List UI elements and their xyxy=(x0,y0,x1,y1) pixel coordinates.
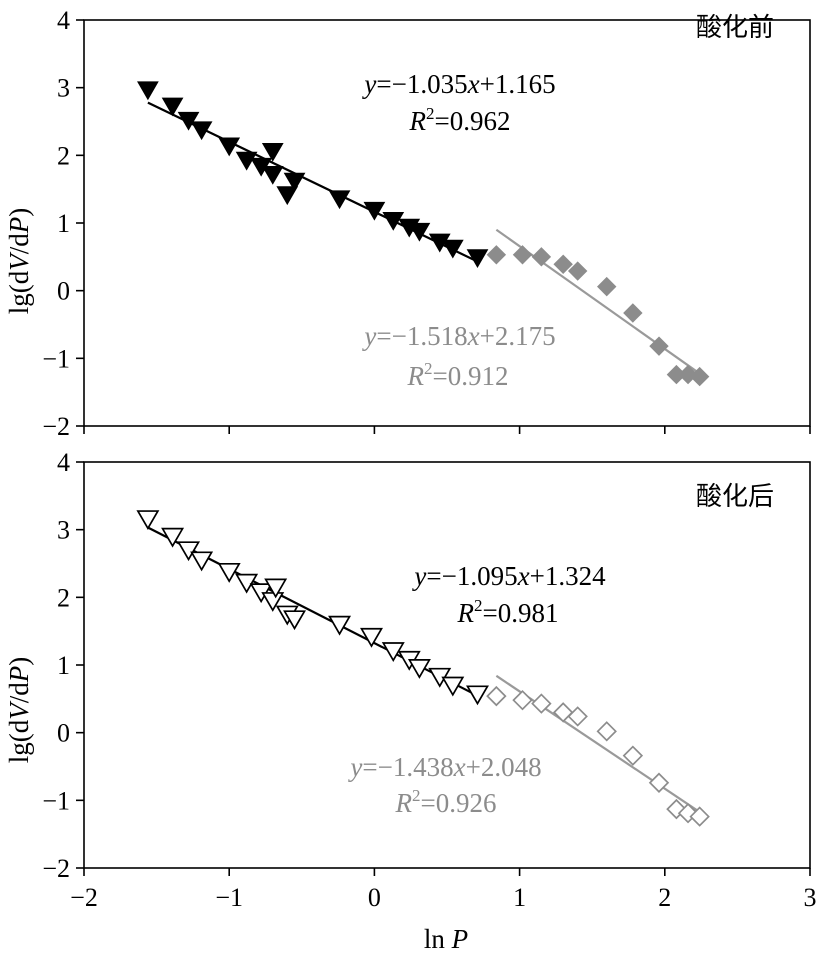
x-tick-label: 3 xyxy=(804,883,817,912)
series-before-low-pressure xyxy=(137,81,489,269)
data-point-diamond xyxy=(623,303,643,323)
x-tick-label: 1 xyxy=(513,883,526,912)
data-point-diamond xyxy=(531,693,552,714)
data-point-triangle xyxy=(466,249,489,269)
equation-top-black: y=−1.035x+1.165 xyxy=(361,69,555,99)
r2-bottom-gray: R2=0.926 xyxy=(395,786,497,818)
panel-label-bottom: 酸化后 xyxy=(696,482,774,511)
data-point-triangle xyxy=(283,610,307,631)
y-tick-label: −2 xyxy=(42,412,70,441)
r2-top-black: R2=0.962 xyxy=(409,104,511,136)
y-tick-marks-bottom xyxy=(76,461,84,869)
data-point-triangle xyxy=(276,186,299,206)
data-point-diamond xyxy=(649,336,669,356)
y-tick-label: −1 xyxy=(42,786,70,815)
y-tick-label: 1 xyxy=(57,651,70,680)
y-tick-label: −2 xyxy=(42,854,70,883)
data-point-triangle xyxy=(161,527,185,548)
data-point-triangle xyxy=(363,201,386,221)
y-tick-label: 4 xyxy=(57,6,70,35)
data-point-triangle xyxy=(137,81,159,101)
data-point-triangle xyxy=(328,615,352,636)
y-tick-marks-top xyxy=(76,19,84,427)
y-tick-label: 3 xyxy=(57,516,70,545)
data-point-diamond xyxy=(512,689,533,711)
data-point-triangle xyxy=(218,137,241,157)
equation-bottom-gray: y=−1.438x+2.048 xyxy=(347,752,541,782)
data-point-triangle xyxy=(177,111,200,131)
x-tick-label: −2 xyxy=(70,883,98,912)
x-axis-label: ln P xyxy=(424,924,468,954)
data-point-triangle xyxy=(217,562,241,583)
series-before-high-pressure xyxy=(486,245,710,387)
y-tick-label: 3 xyxy=(57,74,70,103)
data-point-diamond xyxy=(597,276,617,297)
data-point-triangle xyxy=(261,142,284,162)
data-point-triangle xyxy=(190,551,214,572)
data-point-triangle xyxy=(408,222,431,242)
data-point-triangle xyxy=(407,659,431,679)
data-point-triangle xyxy=(264,578,288,599)
data-point-triangle xyxy=(177,541,201,562)
y-tick-label: 1 xyxy=(57,209,70,238)
data-point-triangle xyxy=(382,211,405,231)
equation-top-gray: y=−1.518x+2.175 xyxy=(361,321,555,351)
data-point-diamond xyxy=(596,721,617,742)
data-point-diamond xyxy=(553,254,573,274)
data-point-diamond xyxy=(552,702,574,723)
data-point-triangle xyxy=(136,510,160,531)
data-point-triangle xyxy=(441,239,464,259)
x-tick-label: 2 xyxy=(658,883,671,912)
y-tick-label: 2 xyxy=(57,583,70,612)
y-tick-label: 0 xyxy=(57,719,70,748)
series-after-high-pressure xyxy=(486,685,710,827)
data-point-diamond xyxy=(486,245,507,265)
x-tick-label: 0 xyxy=(368,883,381,912)
data-point-triangle xyxy=(161,97,184,117)
data-point-triangle xyxy=(190,121,213,141)
data-point-diamond xyxy=(622,745,644,766)
data-point-triangle xyxy=(441,676,465,697)
y-tick-label: 4 xyxy=(57,448,70,477)
data-point-diamond xyxy=(689,806,710,827)
y-tick-label: −1 xyxy=(42,344,70,373)
data-point-diamond xyxy=(531,247,552,267)
data-point-diamond xyxy=(689,366,710,387)
y-axis-label-bottom: lg(dV/dP) xyxy=(4,657,34,764)
equation-bottom-black: y=−1.095x+1.324 xyxy=(411,561,606,591)
r2-bottom-black: R2=0.981 xyxy=(457,596,559,628)
panel-label-top: 酸化前 xyxy=(696,13,774,42)
data-point-triangle xyxy=(360,627,383,648)
y-axis-label-top: lg(dV/dP) xyxy=(4,208,34,315)
data-point-diamond xyxy=(486,685,507,707)
y-tick-label: 0 xyxy=(57,277,70,306)
x-tick-marks-bottom xyxy=(83,868,811,876)
x-tick-labels: −2 −1 0 1 2 3 xyxy=(70,883,816,912)
data-point-diamond xyxy=(567,261,588,281)
data-point-triangle xyxy=(466,685,489,706)
y-tick-labels-bottom: 4 3 2 1 0 −1 −2 xyxy=(42,448,70,883)
x-tick-marks-top xyxy=(83,426,811,434)
data-point-triangle xyxy=(235,151,258,171)
data-point-diamond xyxy=(567,706,588,727)
r2-top-gray: R2=0.912 xyxy=(407,359,509,391)
data-point-diamond xyxy=(648,772,670,793)
x-tick-label: −1 xyxy=(215,883,243,912)
y-tick-labels-top: 4 3 2 1 0 −1 −2 xyxy=(42,6,70,441)
data-point-triangle xyxy=(261,165,284,185)
data-point-triangle xyxy=(283,172,306,192)
series-after-low-pressure xyxy=(136,510,489,706)
y-tick-label: 2 xyxy=(57,141,70,170)
data-point-triangle xyxy=(328,190,351,210)
data-point-diamond xyxy=(512,245,533,265)
panel-after-acidification: 4 3 2 1 0 −1 −2 −2 −1 0 1 2 3 lg(dV/dP) ln P 酸化后 y=… xyxy=(4,448,817,954)
